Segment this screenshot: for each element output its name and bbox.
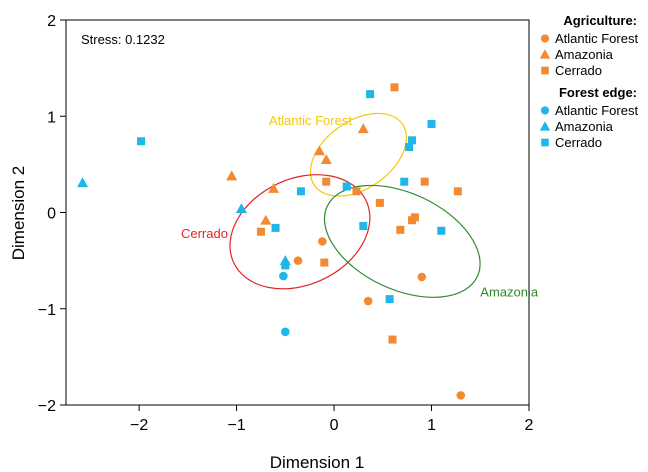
data-point-circle (293, 256, 303, 265)
data-point-circle (279, 271, 288, 281)
data-point-square (410, 213, 419, 222)
data-point-triangle (226, 170, 238, 181)
data-point-square (408, 136, 417, 145)
x-tick-label: −2 (130, 417, 148, 434)
plot-area (65, 19, 530, 406)
legend-entry-label: Atlantic Forest (555, 103, 638, 118)
confidence-ellipse (323, 184, 481, 298)
data-point-square (352, 187, 361, 196)
x-tick-label: 1 (427, 417, 436, 434)
plot-frame (65, 19, 530, 406)
data-point-square (137, 137, 146, 146)
data-point-square (405, 143, 414, 152)
ellipse-label: Atlantic Forest (269, 113, 352, 128)
data-point-square (390, 83, 399, 92)
y-tick-label: 0 (47, 206, 56, 223)
data-point-square (271, 223, 280, 232)
stress-annotation: Stress: 0.1232 (81, 32, 165, 47)
data-point-square (400, 177, 409, 186)
legend-entry-label: Cerrado (555, 63, 602, 78)
legend-entry-label: Amazonia (555, 47, 614, 62)
data-point-circle (540, 34, 550, 43)
data-point-circle (456, 391, 466, 400)
data-point-square (437, 226, 446, 235)
data-point-square (396, 225, 405, 234)
y-tick-label: −1 (38, 302, 56, 319)
data-point-square (541, 66, 549, 75)
confidence-ellipse (229, 174, 371, 290)
ticks-layer: −2 −1 0 1 2 −2 −1 0 1 2 (38, 13, 534, 434)
y-axis-title: Dimension 2 (9, 166, 28, 261)
ellipses-layer: Atlantic Forest Cerrado Amazonia (181, 112, 539, 300)
points-layer (77, 83, 466, 400)
data-point-triangle (235, 203, 247, 214)
confidence-ellipse (309, 112, 407, 197)
legend-entry-label: Atlantic Forest (555, 31, 638, 46)
legend-entry-label: Amazonia (555, 119, 614, 134)
data-point-square (342, 182, 351, 191)
data-point-square (385, 295, 394, 304)
data-point-circle (281, 327, 290, 337)
y-tick-label: −2 (38, 398, 56, 415)
data-point-triangle (357, 123, 369, 134)
legend-entry-label: Cerrado (555, 135, 602, 150)
data-point-square (388, 335, 397, 344)
data-point-circle (318, 237, 327, 246)
data-point-square (296, 187, 305, 196)
data-point-square (256, 227, 265, 236)
data-point-triangle (313, 145, 325, 156)
data-point-square (359, 221, 368, 230)
data-point-square (420, 177, 429, 186)
data-point-square (541, 138, 549, 147)
data-point-square (366, 90, 375, 99)
x-tick-label: 2 (525, 417, 534, 434)
data-point-circle (540, 106, 550, 115)
data-point-triangle (539, 49, 551, 59)
data-point-circle (363, 296, 373, 306)
data-point-square (375, 198, 384, 207)
data-point-square (281, 261, 290, 270)
data-point-triangle (539, 121, 551, 131)
data-point-triangle (260, 214, 272, 225)
legend-group-title: Forest edge: (559, 85, 637, 100)
data-point-square (322, 177, 331, 186)
data-point-square (320, 258, 329, 267)
legend: Agriculture:Atlantic ForestAmazoniaCerra… (539, 13, 638, 150)
y-tick-label: 1 (47, 109, 56, 126)
x-tick-label: 0 (330, 417, 339, 434)
data-point-square (427, 119, 436, 128)
ellipse-label: Cerrado (181, 226, 228, 241)
x-axis-title: Dimension 1 (270, 453, 365, 472)
y-tick-label: 2 (47, 13, 56, 30)
legend-group-title: Agriculture: (563, 13, 637, 28)
ellipse-label: Amazonia (480, 284, 539, 299)
data-point-triangle (268, 182, 280, 193)
data-point-circle (417, 272, 427, 282)
data-point-triangle (77, 177, 89, 188)
x-tick-label: −1 (227, 417, 245, 434)
data-point-triangle (320, 154, 332, 164)
data-point-square (453, 187, 462, 196)
